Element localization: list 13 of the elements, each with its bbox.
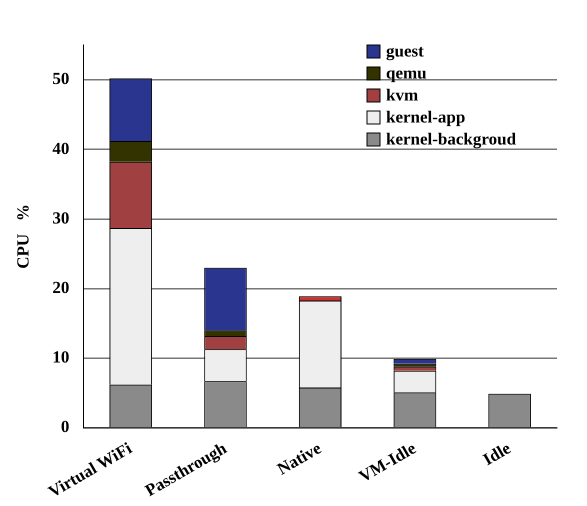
x-tick-label: Idle [480, 438, 514, 470]
legend-label: kernel-backgroud [386, 129, 517, 148]
y-tick-label: 50 [52, 69, 70, 88]
y-tick-label: 0 [60, 417, 70, 436]
y-tick-label: 30 [52, 208, 70, 228]
legend-label: guest [386, 41, 424, 60]
legend-label: kvm [386, 85, 418, 104]
legend-label: qemu [386, 63, 427, 82]
y-tick-label: 40 [52, 138, 70, 158]
y-axis-title: CPU % [14, 204, 33, 269]
y-tick-label: 10 [52, 348, 70, 367]
legend-label: kernel-app [386, 107, 466, 126]
y-tick-label: 20 [52, 278, 70, 298]
